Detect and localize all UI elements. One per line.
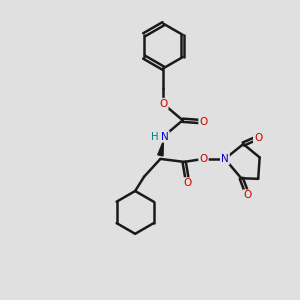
Text: O: O: [184, 178, 192, 188]
Text: O: O: [159, 99, 167, 109]
Text: O: O: [200, 154, 208, 164]
Text: N: N: [161, 132, 169, 142]
Text: O: O: [244, 190, 252, 200]
Text: O: O: [200, 117, 208, 127]
Text: O: O: [254, 133, 262, 142]
Text: H: H: [151, 132, 159, 142]
Polygon shape: [158, 141, 164, 156]
Text: N: N: [221, 154, 229, 164]
